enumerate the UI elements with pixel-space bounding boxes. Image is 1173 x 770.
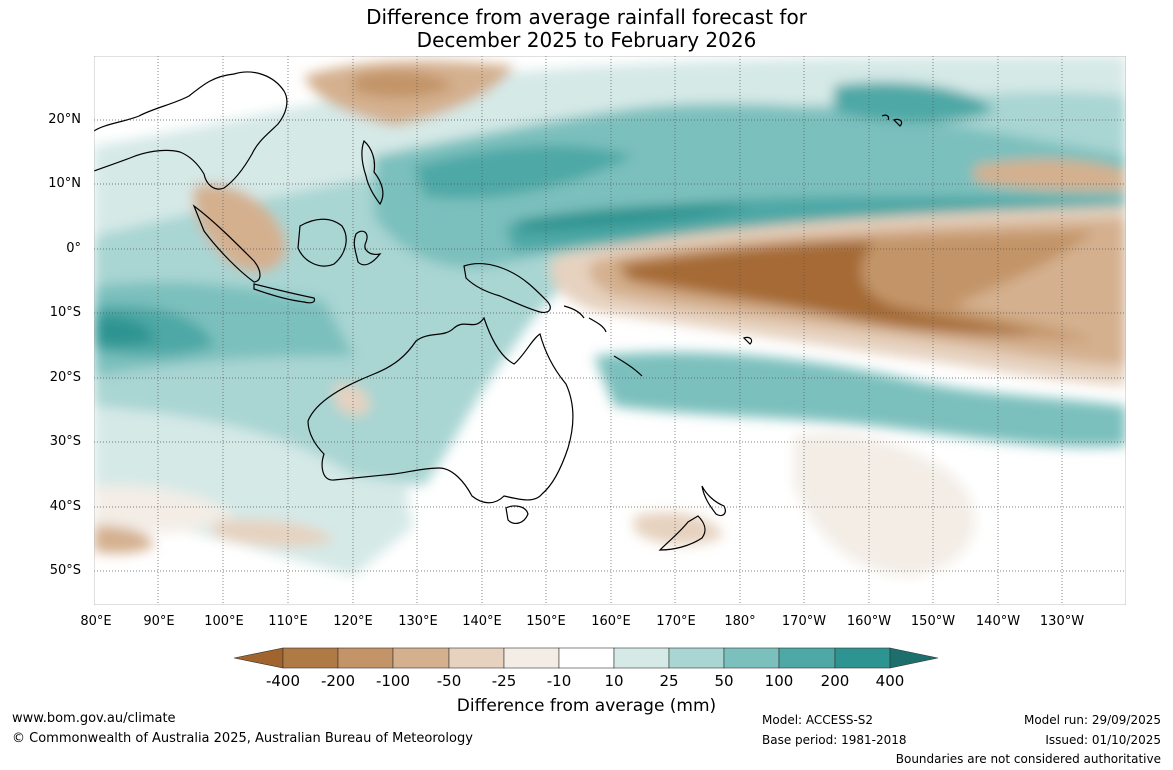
- website-link[interactable]: www.bom.gov.au/climate: [12, 711, 176, 726]
- map-title-line-1: Difference from average rainfall forecas…: [366, 5, 807, 29]
- model-run-date: Model run: 29/09/2025: [1023, 713, 1161, 727]
- lon-label: 90°E: [143, 614, 175, 629]
- lon-label: 160°E: [591, 614, 631, 629]
- lat-label: 50°S: [49, 563, 81, 578]
- colorbar-tick-label: 25: [659, 672, 679, 690]
- model-name: Model: ACCESS-S2: [762, 713, 874, 727]
- lon-label: 180°: [724, 614, 756, 629]
- boundary-disclaimer: Boundaries are not considered authoritat…: [895, 752, 1161, 766]
- sumatra-outline: [192, 204, 261, 283]
- lon-label: 120°E: [333, 614, 373, 629]
- lat-label: 20°N: [48, 112, 81, 127]
- colorbar-swatch: [778, 647, 836, 669]
- asia-mainland-outline: [94, 71, 288, 190]
- colorbar-swatch: [668, 647, 725, 669]
- colorbar-tick-label: -100: [375, 672, 411, 690]
- colorbar-tick-label: 10: [604, 672, 624, 690]
- lat-label: 30°S: [49, 434, 81, 449]
- colorbar-swatch: [723, 647, 780, 669]
- colorbar-swatch: [282, 647, 339, 669]
- colorbar-tick-label: 200: [820, 672, 850, 690]
- java-outline: [253, 283, 316, 304]
- hawaii-outline: [881, 114, 903, 127]
- colorbar-tick-label: -50: [436, 672, 462, 690]
- colorbar-swatch: [834, 647, 891, 669]
- colorbar-swatch: [503, 647, 560, 669]
- lon-label: 100°E: [204, 614, 244, 629]
- philippines-outline: [361, 139, 384, 206]
- colorbar-swatch: [613, 647, 670, 669]
- lon-label: 170°W: [781, 614, 827, 629]
- issued-date: Issued: 01/10/2025: [1045, 733, 1161, 747]
- colorbar-tick-label: -25: [491, 672, 517, 690]
- colorbar-tick-label: -10: [546, 672, 572, 690]
- colorbar-tick-label: 400: [875, 672, 905, 690]
- borneo-outline: [297, 218, 347, 267]
- new-zealand-north-outline: [701, 485, 726, 517]
- colorbar-swatch: [337, 647, 394, 669]
- lat-label: 10°N: [48, 176, 81, 191]
- base-period: Base period: 1981-2018: [762, 733, 907, 747]
- lon-label: 160°W: [846, 614, 892, 629]
- anomaly-shading: [94, 56, 1126, 576]
- new-zealand-south-outline: [658, 515, 706, 551]
- colorbar-tick-label: 100: [764, 672, 794, 690]
- australia-outline: [307, 316, 574, 504]
- colorbar-swatch: [234, 647, 284, 669]
- colorbar-swatch: [558, 647, 615, 669]
- new-guinea-outline: [463, 262, 551, 313]
- colorbar-legend: [234, 647, 938, 669]
- lon-label: 130°E: [398, 614, 438, 629]
- lon-label: 80°E: [80, 614, 112, 629]
- solomon-islands-outline: [563, 305, 607, 333]
- tasmania-outline: [505, 505, 529, 524]
- colorbar-title: Difference from average (mm): [456, 696, 717, 716]
- lat-label: 0°: [66, 241, 81, 256]
- copyright-text: © Commonwealth of Australia 2025, Austra…: [12, 731, 473, 746]
- colorbar-swatch: [889, 647, 938, 669]
- lon-label: 110°E: [268, 614, 308, 629]
- colorbar-swatch: [448, 647, 505, 669]
- lon-label: 130°W: [1039, 614, 1085, 629]
- lon-label: 150°E: [526, 614, 566, 629]
- lat-label: 10°S: [49, 305, 81, 320]
- new-caledonia-outline: [613, 355, 643, 377]
- lon-label: 140°W: [975, 614, 1021, 629]
- lon-label: 170°E: [656, 614, 696, 629]
- sulawesi-outline: [353, 230, 382, 266]
- fiji-outline: [742, 336, 753, 345]
- colorbar-tick-label: -400: [265, 672, 301, 690]
- lon-label: 150°W: [910, 614, 956, 629]
- rainfall-anomaly-map: [94, 56, 1126, 605]
- lat-label: 20°S: [49, 370, 81, 385]
- lon-label: 140°E: [462, 614, 502, 629]
- coastlines: [94, 71, 903, 551]
- colorbar-tick-label: -200: [320, 672, 356, 690]
- lat-label: 40°S: [49, 499, 81, 514]
- colorbar-swatch: [392, 647, 450, 669]
- graticule: [94, 56, 1126, 605]
- map-title-line-2: December 2025 to February 2026: [416, 28, 757, 52]
- colorbar-tick-label: 50: [714, 672, 734, 690]
